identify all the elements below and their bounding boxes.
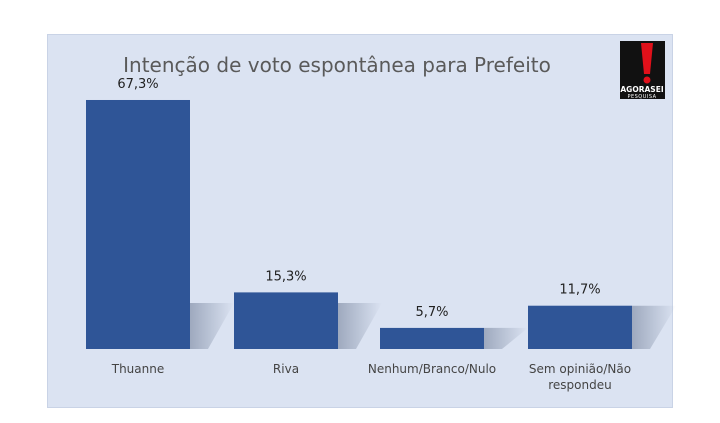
data-label: 15,3% [265, 269, 306, 284]
category-label: Thuanne [111, 362, 165, 376]
logo-sub-text: PESQUISA [627, 94, 656, 100]
data-label: 11,7% [559, 283, 600, 298]
bar-shadow [338, 303, 382, 349]
category-label: Sem opinião/Não respondeu [529, 362, 631, 392]
bar-1 [86, 99, 190, 350]
bars-layer: 67,3% Thuanne 15,3% Riva 5,7% Nenhum/Branco/N… [86, 77, 676, 392]
category-label: Riva [273, 362, 299, 376]
data-label: 5,7% [415, 305, 448, 320]
logo-exclamation-icon [641, 43, 653, 74]
bar-3 [380, 327, 484, 349]
bar-shadow [190, 303, 234, 349]
category-label: Nenhum/Branco/Nulo [368, 362, 496, 376]
bar-shadow [632, 305, 676, 349]
bar-shadow [484, 327, 528, 349]
data-label: 67,3% [117, 77, 158, 92]
bar-2 [234, 292, 338, 349]
logo-brand-text: AGORASEI [620, 85, 663, 94]
bar-4 [528, 305, 632, 349]
logo-exclamation-dot [643, 76, 651, 84]
brand-logo: AGORASEI PESQUISA [620, 41, 665, 100]
chart-title: Intenção de voto espontânea para Prefeit… [123, 53, 551, 77]
